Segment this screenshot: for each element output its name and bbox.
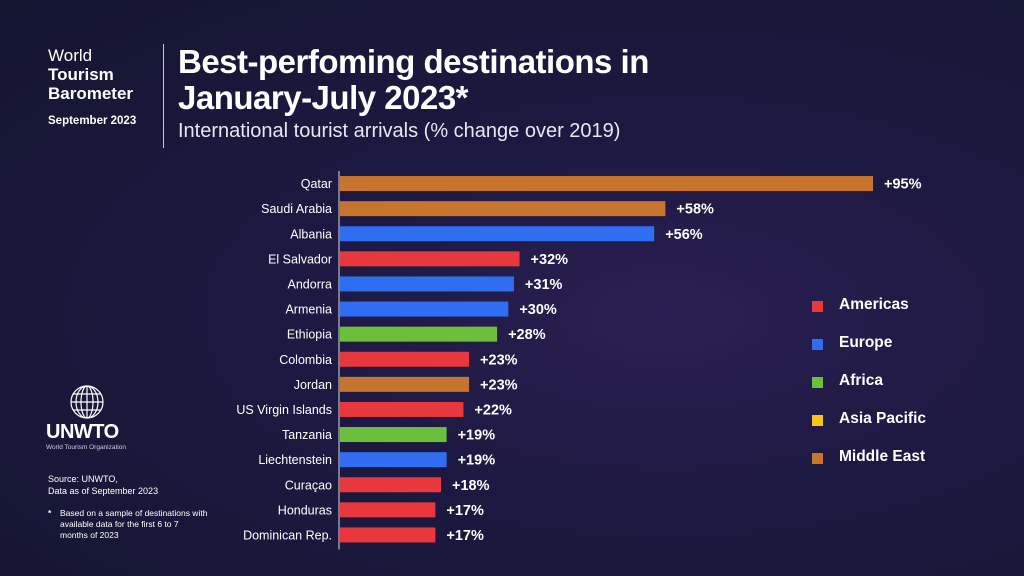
category-label: Andorra xyxy=(288,277,333,291)
data-label: +23% xyxy=(480,352,518,368)
legend: Americas Europe Africa Asia Pacific Middle E… xyxy=(812,296,926,486)
logo-org: World Tourism Organization xyxy=(46,444,126,451)
data-label: +28% xyxy=(508,327,546,343)
bar xyxy=(340,176,873,192)
legend-swatch xyxy=(812,301,823,312)
logo-name: UNWTO xyxy=(46,421,119,443)
category-label: Saudi Arabia xyxy=(261,202,332,216)
bar xyxy=(340,226,655,242)
category-label: Tanzania xyxy=(282,428,332,442)
globe-icon xyxy=(70,385,104,419)
data-label: +30% xyxy=(519,302,557,318)
legend-label: Asia Pacific xyxy=(839,410,927,427)
header-divider xyxy=(163,44,164,148)
data-label: +19% xyxy=(458,428,496,444)
title-line-1: Best-perfoming destinations in xyxy=(178,43,649,80)
legend-swatch xyxy=(812,339,823,350)
bar xyxy=(340,502,436,518)
report-date: September 2023 xyxy=(48,115,137,127)
legend-label: Americas xyxy=(839,296,909,313)
bar xyxy=(340,477,441,493)
category-label: Qatar xyxy=(301,177,332,191)
legend-item: Asia Pacific xyxy=(812,410,926,448)
category-label: US Virgin Islands xyxy=(236,403,332,417)
bar xyxy=(340,452,447,468)
category-label: Albania xyxy=(290,227,332,241)
unwto-logo: UNWTO World Tourism Organization xyxy=(46,385,130,451)
category-label: Ethiopia xyxy=(287,328,332,342)
category-label: Colombia xyxy=(279,353,332,367)
category-label: Dominican Rep. xyxy=(243,528,332,542)
legend-swatch xyxy=(812,453,823,464)
source-note: Source: UNWTO, Data as of September 2023 xyxy=(48,473,158,497)
legend-label: Middle East xyxy=(839,448,926,465)
bar xyxy=(340,351,470,367)
brand-line-1: World xyxy=(48,46,93,65)
data-label: +31% xyxy=(525,277,563,293)
legend-item: Europe xyxy=(812,334,926,372)
legend-swatch xyxy=(812,377,823,388)
category-label: Honduras xyxy=(278,503,332,517)
bar xyxy=(340,326,498,342)
data-label: +95% xyxy=(884,177,922,193)
chart-subtitle: International tourist arrivals (% change… xyxy=(178,120,621,142)
bar xyxy=(340,301,509,317)
brand-line-3: Barometer xyxy=(48,84,134,103)
page-title: Best-perfoming destinations in January-J… xyxy=(178,44,649,116)
source-line-1: Source: UNWTO, xyxy=(48,474,118,484)
legend-label: Africa xyxy=(839,372,883,389)
data-label: +32% xyxy=(531,252,569,268)
bar xyxy=(340,201,666,217)
bar xyxy=(340,376,470,392)
legend-swatch xyxy=(812,415,823,426)
legend-item: Americas xyxy=(812,296,926,334)
category-label: Jordan xyxy=(294,378,332,392)
bar xyxy=(340,276,514,292)
footnote-text: Based on a sample of destinations with a… xyxy=(60,508,208,540)
footnote: * Based on a sample of destinations with… xyxy=(48,508,208,541)
data-label: +58% xyxy=(676,202,714,218)
category-label: Curaçao xyxy=(285,478,332,492)
source-line-2: Data as of September 2023 xyxy=(48,486,159,496)
brand-block: World Tourism Barometer September 2023 xyxy=(48,46,136,127)
category-label: Liechtenstein xyxy=(258,453,332,467)
bar xyxy=(340,251,520,267)
bar xyxy=(340,401,464,417)
bar xyxy=(340,427,447,443)
legend-item: Middle East xyxy=(812,448,926,486)
footnote-marker: * xyxy=(48,508,52,518)
bar xyxy=(340,527,436,543)
data-label: +56% xyxy=(665,227,703,243)
data-label: +22% xyxy=(474,402,512,418)
category-label: El Salvador xyxy=(268,252,332,266)
category-label: Armenia xyxy=(285,303,332,317)
data-label: +19% xyxy=(458,453,496,469)
brand-line-2: Tourism xyxy=(48,65,114,84)
data-label: +17% xyxy=(446,503,484,519)
data-label: +18% xyxy=(452,478,490,494)
data-label: +23% xyxy=(480,377,518,393)
legend-label: Europe xyxy=(839,334,893,351)
data-label: +17% xyxy=(446,528,484,544)
legend-item: Africa xyxy=(812,372,926,410)
title-line-2: January-July 2023* xyxy=(178,79,469,116)
